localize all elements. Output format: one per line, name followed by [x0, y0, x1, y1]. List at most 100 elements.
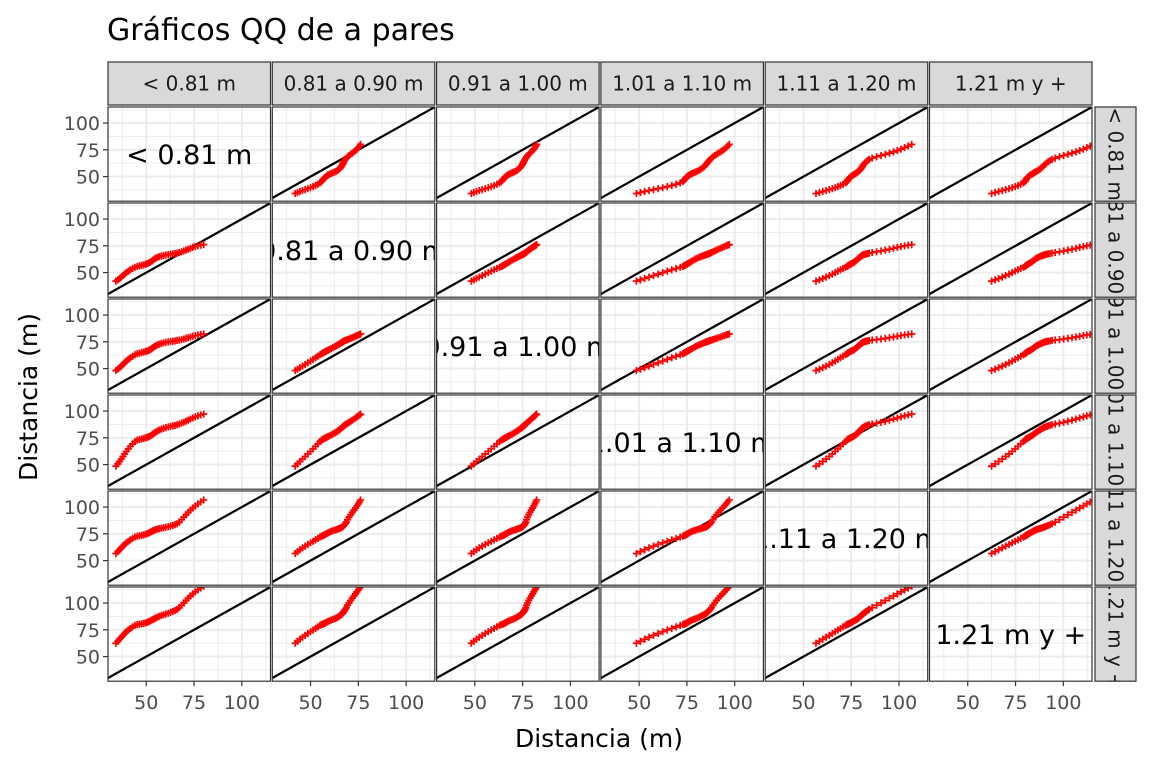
panel-4-5 — [765, 395, 928, 490]
x-tick-label: 75 — [839, 692, 863, 714]
qq-point — [636, 276, 645, 284]
qq-point — [355, 587, 364, 592]
strip-label-top: 0.91 a 1.00 m — [448, 72, 588, 96]
panel-6-6: 1.21 m y + — [929, 587, 1092, 682]
qq-point — [654, 629, 662, 638]
x-tick-label: 100 — [388, 692, 424, 714]
qq-point — [654, 359, 662, 367]
qq-point — [812, 366, 820, 375]
strip-top — [107, 61, 272, 106]
diagonal-facet-label: < 0.81 m — [126, 140, 252, 171]
reference-line — [765, 203, 928, 295]
qq-point — [1051, 518, 1059, 526]
qq-point — [672, 264, 680, 273]
qq-point — [663, 626, 671, 634]
panel-border — [928, 586, 1093, 682]
panel-border — [600, 298, 765, 394]
strip-right-clip: 1.21 m y + — [1104, 587, 1128, 681]
panel-2-3 — [436, 203, 600, 298]
qq-point — [995, 187, 1003, 196]
panel-border — [271, 298, 436, 394]
qq-point — [649, 631, 658, 639]
reference-line — [600, 299, 764, 391]
x-tick-label: 75 — [675, 692, 699, 714]
x-tick-label: 50 — [627, 692, 651, 714]
qq-point — [815, 188, 823, 197]
x-tick-label: 100 — [1045, 692, 1081, 714]
qq-point — [987, 277, 996, 285]
panel-1-4 — [600, 107, 764, 202]
y-tick-label: 50 — [76, 359, 100, 381]
y-tick-label: 100 — [64, 113, 100, 135]
qq-point — [200, 410, 208, 418]
qq-point — [672, 623, 680, 631]
qq-point — [904, 587, 912, 592]
reference-line — [600, 587, 764, 679]
qq-point — [1072, 506, 1080, 514]
qq-point — [910, 587, 913, 590]
y-tick-label: 50 — [76, 647, 100, 669]
qq-point — [659, 184, 667, 192]
panel-border — [271, 106, 436, 202]
qq-point — [654, 185, 662, 193]
qq-point — [998, 186, 1006, 195]
x-tick-label: 100 — [717, 692, 753, 714]
qq-point — [649, 272, 658, 280]
panel-border — [271, 586, 436, 682]
qq-point — [356, 330, 365, 338]
reference-line — [929, 299, 1092, 391]
panel-5-6 — [929, 491, 1092, 586]
qq-point — [872, 153, 881, 161]
qq-point — [663, 267, 671, 275]
panel-2-1 — [108, 203, 271, 298]
qq-point — [1090, 333, 1092, 335]
qq-point — [881, 596, 889, 605]
qq-point — [1079, 413, 1087, 421]
qq-point — [1090, 499, 1092, 501]
panel-5-1 — [108, 491, 271, 586]
y-axis-label: Distancia (m) — [14, 313, 43, 481]
panel-2-5 — [765, 203, 928, 298]
panel-3-6 — [929, 299, 1092, 394]
qq-point — [872, 419, 881, 427]
qq-point — [877, 418, 885, 426]
qq-point — [1064, 150, 1072, 158]
qq-point — [889, 415, 898, 423]
diagonal-facet-label: 0.81 a 0.90 m — [259, 236, 448, 267]
qq-point — [893, 414, 901, 422]
qq-point — [900, 412, 909, 420]
qq-point — [668, 266, 676, 274]
qq-point — [872, 601, 881, 609]
strip-label-top: 1.11 a 1.20 m — [777, 72, 917, 96]
panel-border — [928, 298, 1093, 394]
qq-point — [1060, 418, 1068, 426]
reference-line — [436, 203, 600, 295]
qq-point — [991, 276, 999, 284]
qq-point — [641, 364, 649, 372]
qq-point — [668, 181, 676, 190]
panel-4-6 — [929, 395, 1092, 490]
strip-right-clip: 1.01 a 1.10 m — [1104, 395, 1128, 489]
panel-1-1: < 0.81 m — [108, 107, 271, 202]
y-tick-label: 75 — [76, 332, 100, 354]
panel-border — [436, 106, 600, 202]
strip-label-right: 1.11 a 1.20 m — [1104, 468, 1128, 608]
diagonal-facet-label: 0.91 a 1.00 m — [423, 332, 612, 363]
panel-6-1 — [108, 587, 271, 682]
panel-3-3: 0.91 a 1.00 m — [423, 299, 612, 394]
strip-label-right: 0.91 a 1.00 m — [1104, 276, 1128, 416]
qq-point — [815, 365, 823, 373]
reference-line — [929, 395, 1092, 487]
panel-5-5: 1.11 a 1.20 m — [765, 491, 928, 586]
qq-point — [632, 366, 640, 375]
strip-right-clip: < 0.81 m — [1104, 107, 1128, 201]
qq-point — [649, 360, 658, 369]
qq-point — [663, 355, 671, 363]
strip-top — [764, 61, 929, 106]
qq-point — [632, 639, 640, 647]
panel-1-3 — [436, 107, 600, 202]
qq-point — [649, 542, 658, 550]
strip-top — [436, 61, 600, 106]
strip-label-top: < 0.81 m — [143, 72, 237, 96]
panel-1-2 — [272, 107, 435, 202]
